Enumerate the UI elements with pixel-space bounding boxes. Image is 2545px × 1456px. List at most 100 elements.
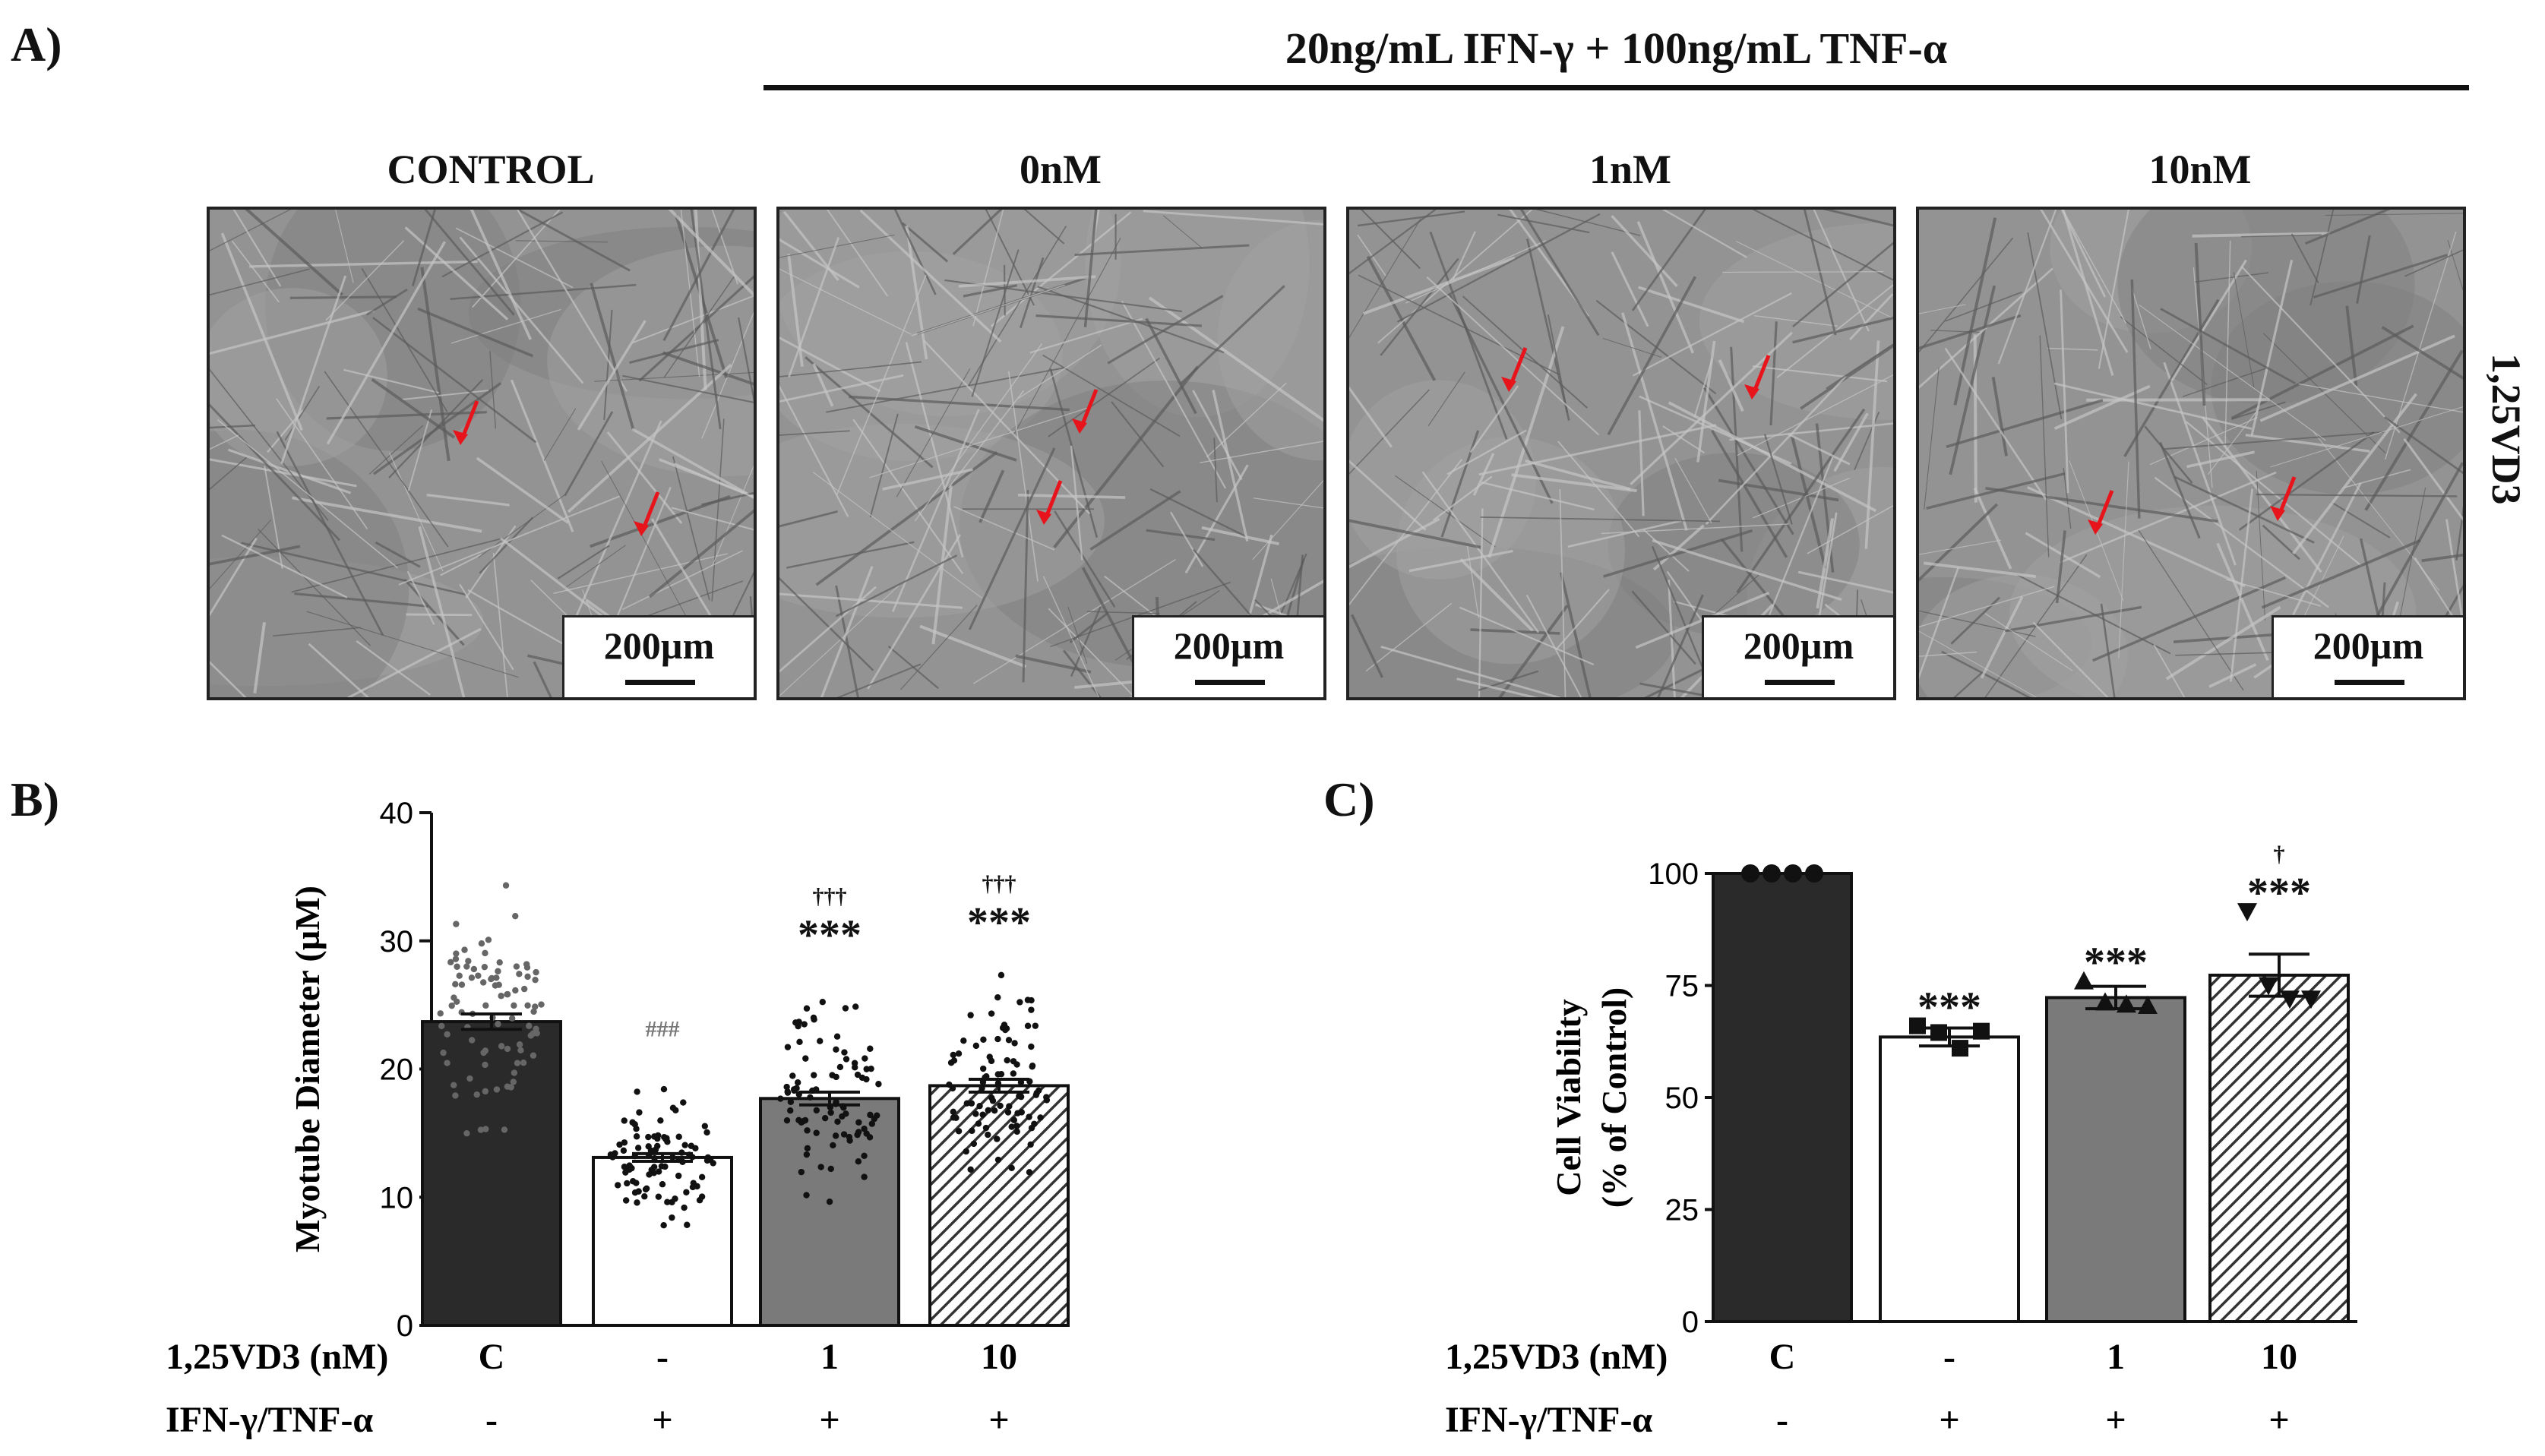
myotube-fiber <box>232 210 282 287</box>
data-point <box>851 1060 858 1066</box>
arrow-shaft <box>1509 347 1528 385</box>
data-point <box>475 972 482 979</box>
myotube-fiber <box>1063 649 1102 697</box>
myotube-fiber <box>2233 272 2255 387</box>
scale-bar-label: 200µm <box>603 624 715 667</box>
myotube-fiber <box>2060 210 2107 298</box>
data-point <box>645 1133 652 1141</box>
myotube-fiber <box>1946 399 2104 449</box>
myotube-fiber <box>2164 431 2384 450</box>
myotube-fiber <box>368 425 424 475</box>
myotube-fiber <box>291 537 504 593</box>
y-tick-label: 0 <box>1682 1306 1699 1339</box>
myotube-fiber <box>1525 594 1582 697</box>
data-point <box>1909 1017 1926 1034</box>
myotube-fiber <box>418 526 466 697</box>
myotube-fiber <box>2455 505 2463 561</box>
data-point <box>832 1132 839 1139</box>
myotube-fiber <box>1718 359 1744 412</box>
myotube-fiber <box>1349 460 1427 531</box>
myotube-fiber <box>893 210 937 295</box>
data-point <box>1784 864 1802 883</box>
data-point <box>622 1169 629 1176</box>
myotube-fiber <box>335 210 354 283</box>
data-point <box>1008 1164 1015 1172</box>
myotube-fiber <box>1709 574 1760 619</box>
data-point <box>997 1070 1005 1078</box>
data-point <box>520 1060 527 1066</box>
myotube-fiber <box>2139 304 2326 441</box>
myotube-fiber <box>972 559 1176 684</box>
data-point <box>861 1173 868 1180</box>
data-point <box>801 1021 808 1028</box>
bar <box>1712 872 1853 1323</box>
condition-value: + <box>819 1400 839 1440</box>
data-point <box>980 1065 987 1072</box>
myotube-fiber <box>1864 340 1880 549</box>
myotube-fiber <box>836 663 922 697</box>
myotube-fiber <box>1452 231 1476 280</box>
myotube-fiber <box>1212 390 1249 542</box>
myotube-fiber <box>1519 210 1600 336</box>
red-arrow-icon <box>1501 347 1528 392</box>
myotube-fiber <box>2298 383 2463 413</box>
data-point <box>646 1171 653 1178</box>
condition-value: - <box>485 1400 498 1440</box>
data-point <box>819 999 826 1006</box>
myotube-fiber <box>2160 308 2296 385</box>
myotube-fiber <box>1201 526 1279 546</box>
data-point <box>530 1008 537 1015</box>
myotube-fiber <box>1919 630 2038 697</box>
myotube-fiber <box>812 472 982 599</box>
myotube-fiber <box>1674 457 1712 523</box>
data-point <box>1043 1094 1050 1101</box>
myotube-fiber <box>375 541 421 568</box>
myotube-fiber <box>963 284 1018 298</box>
myotube-fiber <box>1487 326 1565 558</box>
myotube-fiber <box>515 240 608 243</box>
myotube-fiber <box>1662 425 1705 453</box>
myotube-fiber <box>1607 276 1697 436</box>
myotube-fiber <box>1661 210 1748 259</box>
myotube-fiber <box>1433 475 1493 521</box>
data-point <box>968 1100 975 1107</box>
data-point <box>798 1168 805 1176</box>
myotube-fiber <box>826 210 889 297</box>
myotube-fiber <box>1013 237 1121 436</box>
myotube-fiber <box>1636 221 1695 354</box>
myotube-fiber <box>905 225 928 360</box>
myotube-fiber <box>2226 579 2321 607</box>
myotube-fiber <box>911 284 1065 336</box>
data-point <box>511 1069 518 1076</box>
myotube-fiber <box>417 307 534 358</box>
myotube-fiber <box>553 553 728 594</box>
myotube-fiber <box>1459 557 1534 632</box>
data-point <box>2259 977 2278 996</box>
data-point <box>634 1088 640 1095</box>
myotube-fiber <box>2230 488 2254 682</box>
myotube-fiber <box>221 534 348 599</box>
myotube-fiber <box>1083 210 1098 327</box>
data-point <box>976 1102 983 1110</box>
myotube-fiber <box>325 240 405 321</box>
myotube-fiber <box>779 510 838 528</box>
myotube-fiber <box>1652 538 1842 602</box>
data-point <box>787 1107 794 1114</box>
myotube-fiber <box>972 210 1004 327</box>
myotube-fiber <box>711 210 738 285</box>
data-point <box>963 1148 969 1155</box>
data-point <box>953 1114 960 1121</box>
data-point <box>669 1214 675 1221</box>
data-point <box>811 1072 817 1079</box>
data-point <box>681 1204 688 1211</box>
myotube-fiber <box>1349 389 1431 475</box>
data-point <box>861 1126 868 1132</box>
myotube-fiber <box>1481 481 1595 511</box>
myotube-fiber <box>574 420 662 619</box>
myotube-fiber <box>1919 539 2002 555</box>
myotube-fiber <box>779 592 963 609</box>
data-point <box>1028 996 1035 1004</box>
condition-row-label: 1,25VD3 (nM) <box>166 1337 388 1377</box>
myotube-fiber <box>1145 317 1197 415</box>
myotube-fiber <box>632 295 754 344</box>
